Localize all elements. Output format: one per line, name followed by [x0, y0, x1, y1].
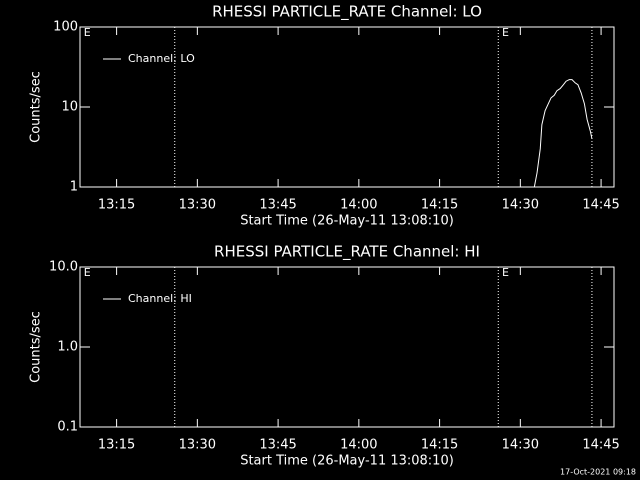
x-tick-label: 14:30: [502, 198, 539, 213]
legend-label: Channel: LO: [128, 52, 195, 65]
x-axis-label: Start Time (26-May-11 13:08:10): [240, 454, 454, 469]
x-tick-label: 13:15: [98, 198, 135, 213]
x-tick-label: 14:00: [340, 198, 377, 213]
footer: 17-Oct-2021 09:18: [560, 468, 636, 477]
x-tick-label: 13:45: [259, 438, 296, 453]
x-tick-label: 13:30: [179, 198, 216, 213]
y-axis-label: Counts/sec: [29, 311, 44, 383]
x-tick-label: 14:15: [421, 198, 458, 213]
y-tick-label: 1.0: [57, 340, 78, 355]
plot-frame: [79, 26, 615, 188]
data-line: [533, 79, 593, 188]
x-tick-label: 13:15: [98, 438, 135, 453]
x-tick-label: 13:45: [259, 198, 296, 213]
x-tick-label: 14:15: [421, 438, 458, 453]
y-tick-label: 1: [70, 180, 78, 195]
flag-label: E: [84, 26, 91, 39]
x-tick-label: 14:30: [502, 438, 539, 453]
y-tick-label: 100: [53, 20, 78, 35]
plot-frame: [79, 266, 615, 428]
chart-title: RHESSI PARTICLE_RATE Channel: HI: [214, 243, 480, 262]
flag-label: E: [84, 266, 91, 279]
x-axis-label: Start Time (26-May-11 13:08:10): [240, 214, 454, 229]
y-tick-label: 10: [61, 100, 78, 115]
legend-label: Channel: HI: [128, 292, 192, 305]
chart-title: RHESSI PARTICLE_RATE Channel: LO: [212, 3, 482, 22]
x-tick-label: 13:30: [179, 438, 216, 453]
x-tick-label: 14:00: [340, 438, 377, 453]
flag-label: E: [502, 26, 509, 39]
x-tick-label: 14:45: [582, 438, 619, 453]
y-axis-label: Counts/sec: [29, 71, 44, 143]
y-tick-label: 10.0: [49, 260, 78, 275]
y-tick-label: 0.1: [57, 420, 78, 435]
flag-label: E: [502, 266, 509, 279]
x-tick-label: 14:45: [582, 198, 619, 213]
